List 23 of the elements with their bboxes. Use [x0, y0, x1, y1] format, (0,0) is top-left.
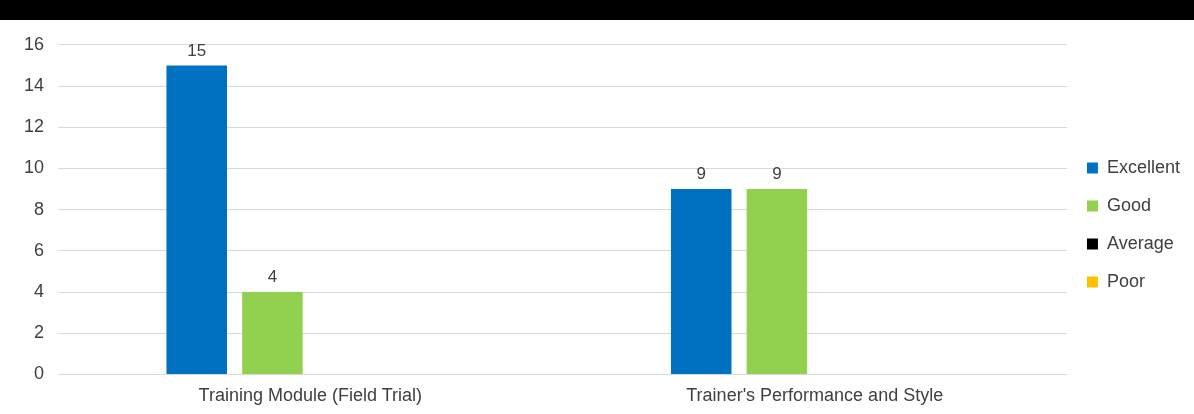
legend-label: Poor: [1106, 270, 1145, 291]
y-tick-label: 8: [34, 198, 45, 219]
legend-label: Excellent: [1106, 156, 1181, 177]
y-tick-label: 16: [23, 33, 45, 54]
data-label: 9: [696, 164, 706, 184]
data-label: 9: [772, 164, 782, 184]
y-tick-label: 6: [34, 239, 45, 260]
y-tick-label: 12: [23, 116, 45, 137]
bar: [746, 189, 808, 374]
legend-label: Good: [1106, 194, 1152, 215]
data-label: 15: [187, 40, 207, 60]
y-tick-label: 14: [23, 74, 45, 95]
y-tick-label: 0: [34, 363, 45, 384]
bar: [242, 292, 303, 374]
x-tick-label: Training Module (Field Trial): [198, 385, 422, 406]
y-tick-label: 4: [34, 280, 45, 301]
data-label: 4: [267, 267, 278, 287]
x-tick-label: Trainer's Performance and Style: [686, 385, 944, 406]
y-tick-label: 10: [23, 157, 45, 178]
bar: [166, 65, 228, 374]
y-tick-label: 2: [34, 322, 45, 343]
legend-label: Average: [1106, 232, 1174, 253]
bar: [670, 189, 732, 374]
